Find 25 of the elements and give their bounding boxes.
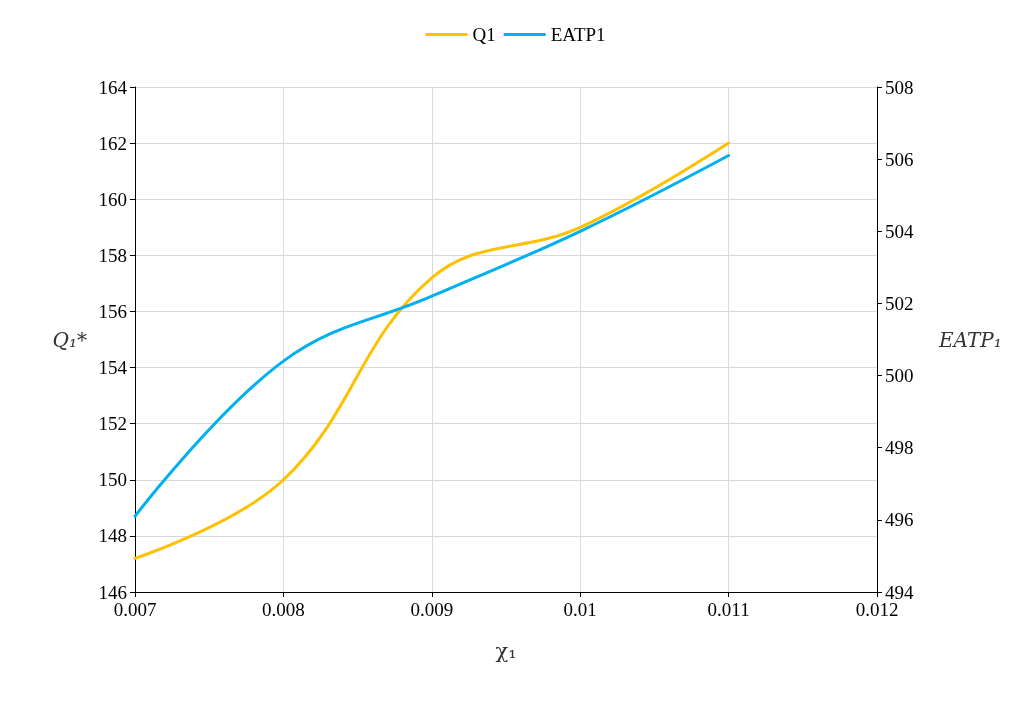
y-tick-label: 164 [98, 76, 128, 98]
y2-tick-label: 500 [885, 365, 914, 387]
x-axis-title: χ₁ [495, 638, 517, 663]
y-tick-label: 160 [98, 188, 127, 210]
y2-tick-label: 504 [885, 220, 914, 242]
y-tick-label: 154 [98, 357, 128, 379]
y-tick-label: 152 [98, 413, 127, 435]
y2-tick-label: 508 [885, 76, 914, 98]
legend-label: Q1 [472, 24, 496, 45]
y2-tick-label: 506 [885, 148, 914, 170]
x-tick-label: 0.009 [410, 599, 454, 620]
x-tick-label: 0.011 [707, 599, 750, 620]
legend-label: EATP1 [550, 24, 606, 45]
y2-tick-label: 496 [885, 509, 914, 531]
y2-tick-label: 502 [885, 292, 914, 314]
x-tick-label: 0.008 [262, 599, 305, 620]
y-tick-label: 158 [98, 244, 127, 266]
y2-tick-label: 498 [885, 437, 914, 459]
y-tick-label: 148 [98, 525, 127, 547]
y-tick-label: 162 [98, 132, 127, 154]
y-tick-label: 156 [98, 300, 127, 322]
x-tick-label: 0.01 [563, 599, 597, 620]
y-axis-title: Q₁* [52, 327, 87, 352]
y2-axis-title: EATP₁ [938, 327, 1002, 352]
y-tick-label: 150 [98, 469, 127, 491]
